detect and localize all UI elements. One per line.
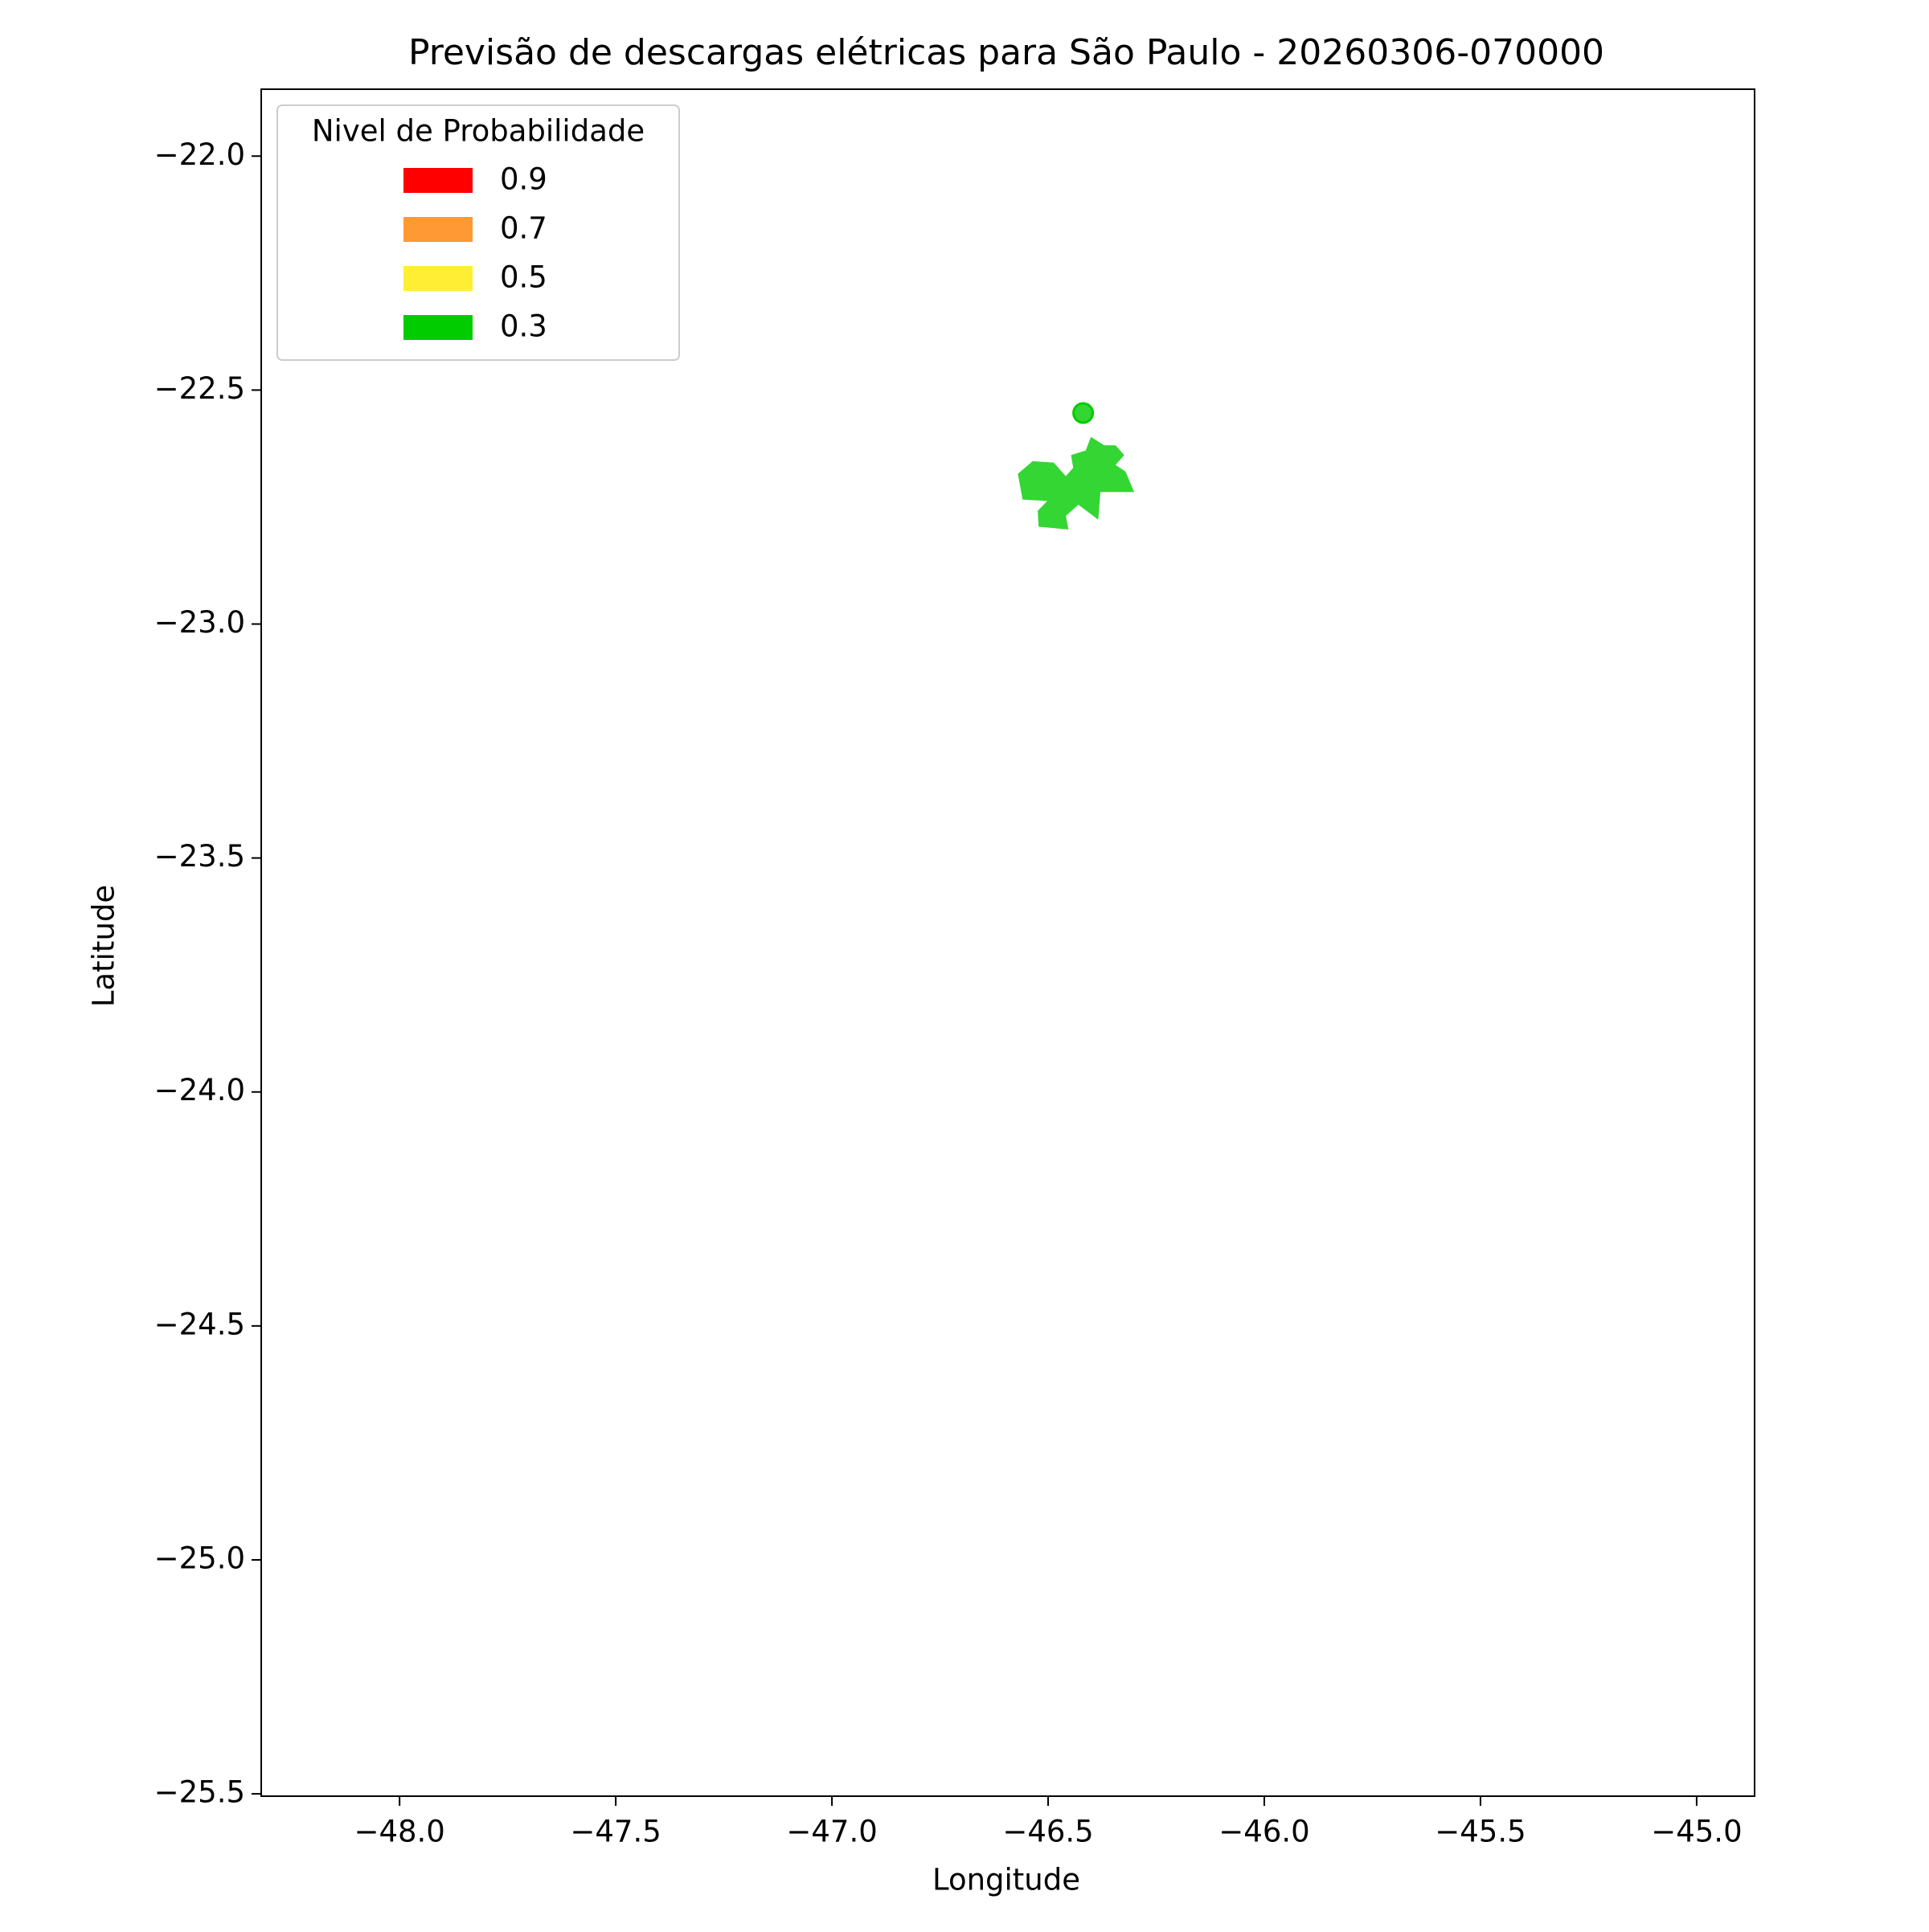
x-tick-label: −46.0 [1218,1815,1309,1849]
x-axis-label: Longitude [932,1863,1080,1897]
x-tick-label: −48.0 [354,1815,444,1849]
x-tick-label: −47.5 [570,1815,661,1849]
legend-box [276,104,680,361]
probability-area [1018,436,1135,530]
y-tick-label: −23.0 [154,605,245,640]
legend-swatch [403,266,473,291]
x-tick-label: −47.0 [786,1815,877,1849]
y-tick-label: −25.5 [154,1775,245,1810]
legend-swatch [403,168,473,193]
y-tick-label: −25.0 [154,1541,245,1575]
y-tick-label: −24.0 [154,1073,245,1107]
legend-label: 0.5 [500,260,547,295]
y-tick-label: −23.5 [154,839,245,874]
chart-title: Previsão de descargas elétricas para São… [408,32,1604,73]
legend-label: 0.3 [500,309,547,344]
legend-swatch [403,315,473,340]
x-tick-label: −45.5 [1435,1815,1526,1849]
legend-title: Nivel de Probabilidade [312,114,645,149]
legend-swatch [403,217,473,242]
x-tick-label: −45.0 [1651,1815,1742,1849]
x-tick-label: −46.5 [1002,1815,1093,1849]
legend-label: 0.7 [500,211,547,246]
probability-point [1072,402,1095,424]
y-tick-label: −24.5 [154,1307,245,1341]
y-tick-label: −22.5 [154,371,245,406]
legend-label: 0.9 [500,162,547,197]
y-axis-label: Latitude [87,885,121,1007]
y-tick-label: −22.0 [154,137,245,172]
plot-frame [260,88,1755,1797]
